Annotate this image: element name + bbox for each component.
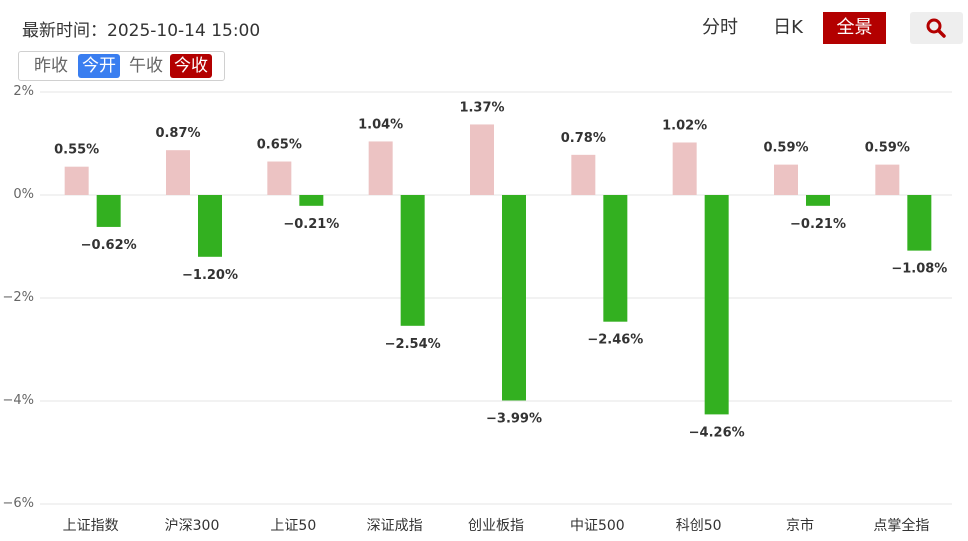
data-label-positive: 0.65% [257, 138, 302, 153]
bar-negative [603, 195, 628, 322]
bar-positive [672, 142, 697, 195]
bar-negative [704, 195, 729, 415]
toggle-prev-close[interactable]: 昨收 [34, 56, 68, 76]
data-label-negative: −4.26% [689, 425, 745, 440]
category-label: 深证成指 [367, 518, 423, 534]
data-label-negative: −0.21% [283, 217, 339, 232]
data-label-positive: 1.02% [662, 118, 707, 133]
y-tick-label: −4% [2, 393, 34, 408]
bar-positive [267, 161, 292, 195]
category-label: 上证指数 [63, 518, 119, 534]
tab-intraday[interactable]: 分时 [702, 17, 738, 38]
data-label-negative: −0.62% [81, 238, 137, 253]
price-basis-toggle: 昨收 今开 午收 今收 [18, 51, 225, 81]
bar-negative [96, 195, 121, 227]
toggle-midday-close[interactable]: 午收 [129, 56, 163, 76]
update-time: 最新时间：2025-10-14 15:00 [22, 16, 260, 41]
data-label-negative: −2.54% [385, 337, 441, 352]
category-label: 创业板指 [468, 518, 524, 534]
data-label-positive: 0.78% [561, 131, 606, 146]
bar-positive [470, 124, 494, 195]
bar-positive [875, 164, 900, 195]
data-label-negative: −0.21% [790, 217, 846, 232]
bar-positive [166, 150, 190, 195]
category-label: 沪深300 [165, 518, 220, 534]
toggle-today-close[interactable]: 今收 [170, 54, 212, 78]
search-icon [926, 18, 946, 38]
data-label-positive: 0.87% [155, 126, 200, 141]
y-tick-label: −2% [2, 290, 34, 305]
y-tick-label: 0% [13, 187, 34, 202]
data-label-positive: 1.37% [459, 100, 504, 115]
bar-positive [571, 154, 596, 195]
bar-negative [198, 195, 222, 257]
category-label: 京市 [786, 517, 814, 534]
bar-negative [806, 195, 830, 206]
y-tick-label: 2% [13, 84, 34, 99]
data-label-negative: −2.46% [587, 333, 643, 348]
data-label-negative: −3.99% [486, 411, 542, 426]
data-label-negative: −1.20% [182, 268, 238, 283]
data-label-negative: −1.08% [891, 262, 947, 277]
category-label: 上证50 [270, 518, 316, 534]
category-label: 中证500 [570, 518, 625, 534]
data-label-positive: 1.04% [358, 117, 403, 132]
bar-negative [502, 195, 526, 401]
bar-negative [907, 195, 932, 251]
update-time-value: 2025-10-14 15:00 [107, 21, 261, 41]
y-tick-label: −6% [2, 496, 34, 511]
bar-positive [64, 166, 89, 195]
tab-daily-k[interactable]: 日K [773, 17, 803, 38]
update-time-label: 最新时间： [22, 21, 107, 41]
toggle-today-open[interactable]: 今开 [78, 54, 120, 78]
search-button[interactable] [910, 12, 963, 44]
category-label: 点掌全指 [873, 517, 929, 534]
category-label: 科创50 [676, 518, 722, 534]
data-label-positive: 0.59% [865, 141, 910, 156]
bar-positive [774, 164, 798, 195]
bar-negative [400, 195, 425, 326]
tab-panorama[interactable]: 全景 [823, 12, 886, 44]
bar-positive [368, 141, 393, 195]
bar-negative [299, 195, 324, 206]
data-label-positive: 0.59% [763, 141, 808, 156]
data-label-positive: 0.55% [54, 143, 99, 158]
